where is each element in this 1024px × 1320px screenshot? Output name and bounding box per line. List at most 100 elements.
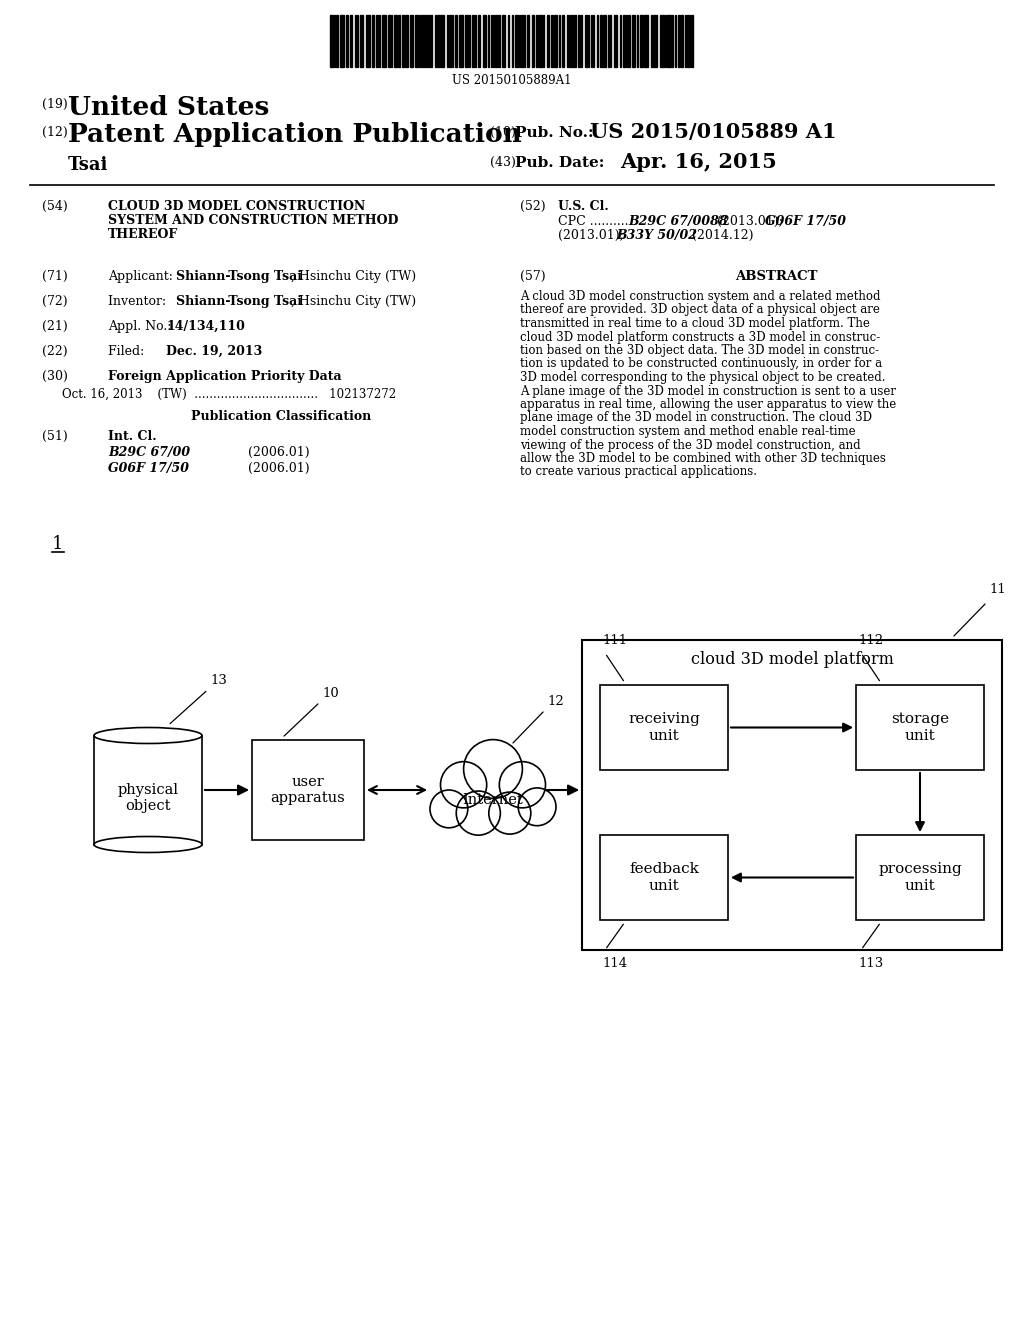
Text: (72): (72) [42,294,68,308]
Text: CPC ..........: CPC .......... [558,215,629,228]
Bar [346,15,348,67]
Bar [398,15,400,67]
Text: A cloud 3D model construction system and a related method: A cloud 3D model construction system and… [520,290,881,304]
Text: viewing of the process of the 3D model construction, and: viewing of the process of the 3D model c… [520,438,860,451]
Circle shape [464,739,522,799]
Text: Pub. No.:: Pub. No.: [515,125,594,140]
Text: Inventor:: Inventor: [108,294,178,308]
Bar [687,15,689,67]
Bar [435,15,437,67]
Text: model construction system and method enable real-time: model construction system and method ena… [520,425,856,438]
Text: , Hsinchu City (TW): , Hsinchu City (TW) [291,294,416,308]
Text: processing
unit: processing unit [879,862,962,892]
Text: Appl. No.:: Appl. No.: [108,319,175,333]
Text: (21): (21) [42,319,68,333]
Bar [449,15,451,67]
Circle shape [488,792,530,834]
Bar [856,685,984,770]
Text: 111: 111 [602,634,627,647]
Text: cloud 3D model platform constructs a 3D model in construc-: cloud 3D model platform constructs a 3D … [520,330,881,343]
Text: United States: United States [68,95,269,120]
Bar [554,15,557,67]
Bar [410,15,413,67]
Bar [856,836,984,920]
Bar [562,15,564,67]
Text: SYSTEM AND CONSTRUCTION METHOD: SYSTEM AND CONSTRUCTION METHOD [108,214,398,227]
Bar [547,15,549,67]
Bar [628,15,630,67]
Text: plane image of the 3D model in construction. The cloud 3D: plane image of the 3D model in construct… [520,412,872,425]
Text: physical
object: physical object [118,783,178,813]
Text: ABSTRACT: ABSTRACT [735,271,817,282]
Bar [600,836,728,920]
Text: (22): (22) [42,345,68,358]
Bar [654,15,657,67]
Text: (71): (71) [42,271,68,282]
Text: (2006.01): (2006.01) [248,446,309,459]
Text: 113: 113 [858,957,884,970]
Text: Apr. 16, 2015: Apr. 16, 2015 [620,152,777,172]
Text: Filed:: Filed: [108,345,180,358]
Text: G06F 17/50: G06F 17/50 [108,462,189,475]
Circle shape [518,788,556,826]
Bar [478,15,480,67]
Bar [600,685,728,770]
Bar [455,15,457,67]
Text: tion based on the 3D object data. The 3D model in construc-: tion based on the 3D object data. The 3D… [520,345,880,356]
Text: apparatus in real time, allowing the user apparatus to view the: apparatus in real time, allowing the use… [520,399,896,411]
Text: (2006.01): (2006.01) [248,462,309,475]
Bar [330,15,333,67]
Bar [667,15,671,67]
Text: user
apparatus: user apparatus [270,775,345,805]
Text: thereof are provided. 3D object data of a physical object are: thereof are provided. 3D object data of … [520,304,880,317]
Text: A plane image of the 3D model in construction is sent to a user: A plane image of the 3D model in constru… [520,384,896,397]
Text: B29C 67/0088: B29C 67/0088 [628,215,728,228]
Bar [430,15,432,67]
Text: Patent Application Publication: Patent Application Publication [68,121,522,147]
Bar [459,15,463,67]
Text: allow the 3D model to be combined with other 3D techniques: allow the 3D model to be combined with o… [520,451,886,465]
Bar [360,15,362,67]
Text: Tsai: Tsai [68,156,109,174]
Bar [578,15,580,67]
Text: storage
unit: storage unit [891,713,949,743]
Text: U.S. Cl.: U.S. Cl. [558,201,608,213]
Text: 3D model corresponding to the physical object to be created.: 3D model corresponding to the physical o… [520,371,886,384]
Bar [644,15,648,67]
Text: 13: 13 [210,675,227,688]
Circle shape [457,791,501,836]
Bar [415,15,418,67]
Text: Internet: Internet [463,793,523,807]
Bar [678,15,680,67]
Bar [536,15,538,67]
Bar [495,15,497,67]
Text: , Hsinchu City (TW): , Hsinchu City (TW) [291,271,416,282]
Circle shape [430,789,468,828]
Text: Oct. 16, 2013    (TW)  .................................   102137272: Oct. 16, 2013 (TW) .....................… [62,388,396,401]
Bar [681,15,683,67]
Text: (2013.01);: (2013.01); [558,228,628,242]
Text: to create various practical applications.: to create various practical applications… [520,466,757,479]
Bar [551,15,553,67]
Bar [336,15,338,67]
Bar [483,15,486,67]
Text: (2013.01);: (2013.01); [713,215,786,228]
Bar [571,15,573,67]
Text: receiving
unit: receiving unit [628,713,700,743]
Text: (52): (52) [520,201,546,213]
Text: Applicant:: Applicant: [108,271,181,282]
Bar [350,15,352,67]
Text: 112: 112 [858,634,883,647]
Text: US 20150105889A1: US 20150105889A1 [453,74,571,87]
Text: Pub. Date:: Pub. Date: [515,156,604,170]
Text: CLOUD 3D MODEL CONSTRUCTION: CLOUD 3D MODEL CONSTRUCTION [108,201,366,213]
Bar [539,15,542,67]
Bar [372,15,374,67]
Bar [441,15,444,67]
Text: Shiann-Tsong Tsai: Shiann-Tsong Tsai [176,294,302,308]
Bar [376,15,378,67]
Ellipse shape [94,837,202,853]
Text: cloud 3D model platform: cloud 3D model platform [690,652,893,668]
Bar [340,15,344,67]
Bar [406,15,408,67]
